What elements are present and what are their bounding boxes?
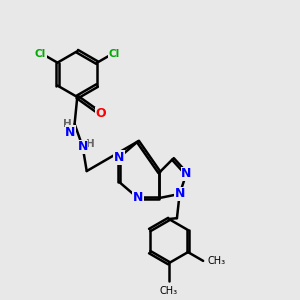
Text: N: N bbox=[174, 188, 185, 200]
Text: N: N bbox=[77, 140, 88, 153]
Text: CH₃: CH₃ bbox=[208, 256, 226, 266]
Text: H: H bbox=[63, 119, 71, 129]
Text: N: N bbox=[114, 151, 124, 164]
Text: N: N bbox=[133, 191, 143, 205]
Text: N: N bbox=[181, 167, 191, 180]
Text: N: N bbox=[65, 125, 76, 139]
Text: H: H bbox=[86, 139, 94, 149]
Text: CH₃: CH₃ bbox=[160, 286, 178, 296]
Text: Cl: Cl bbox=[35, 49, 46, 59]
Text: O: O bbox=[96, 107, 106, 120]
Text: Cl: Cl bbox=[108, 49, 120, 59]
